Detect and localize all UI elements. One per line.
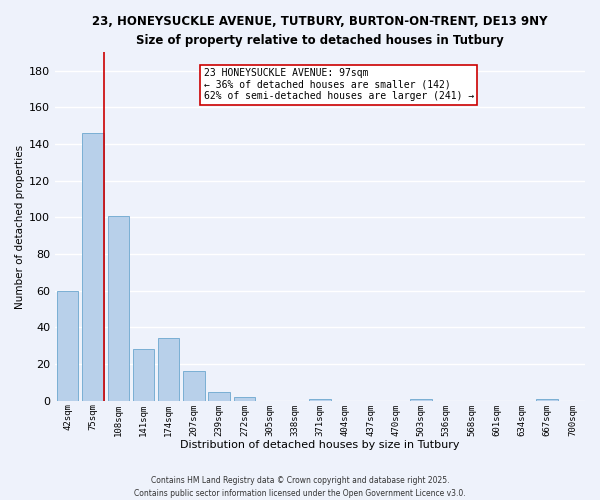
Bar <box>208 392 230 401</box>
Bar <box>107 216 129 401</box>
Bar <box>57 291 79 401</box>
X-axis label: Distribution of detached houses by size in Tutbury: Distribution of detached houses by size … <box>181 440 460 450</box>
Text: 23 HONEYSUCKLE AVENUE: 97sqm
← 36% of detached houses are smaller (142)
62% of s: 23 HONEYSUCKLE AVENUE: 97sqm ← 36% of de… <box>203 68 474 101</box>
Bar <box>158 338 179 401</box>
Text: Contains HM Land Registry data © Crown copyright and database right 2025.
Contai: Contains HM Land Registry data © Crown c… <box>134 476 466 498</box>
Title: 23, HONEYSUCKLE AVENUE, TUTBURY, BURTON-ON-TRENT, DE13 9NY
Size of property rela: 23, HONEYSUCKLE AVENUE, TUTBURY, BURTON-… <box>92 15 548 47</box>
Bar <box>410 399 432 401</box>
Bar <box>133 350 154 401</box>
Bar <box>183 372 205 401</box>
Y-axis label: Number of detached properties: Number of detached properties <box>15 144 25 308</box>
Bar <box>310 399 331 401</box>
Bar <box>233 397 255 401</box>
Bar <box>82 133 104 401</box>
Bar <box>536 399 558 401</box>
